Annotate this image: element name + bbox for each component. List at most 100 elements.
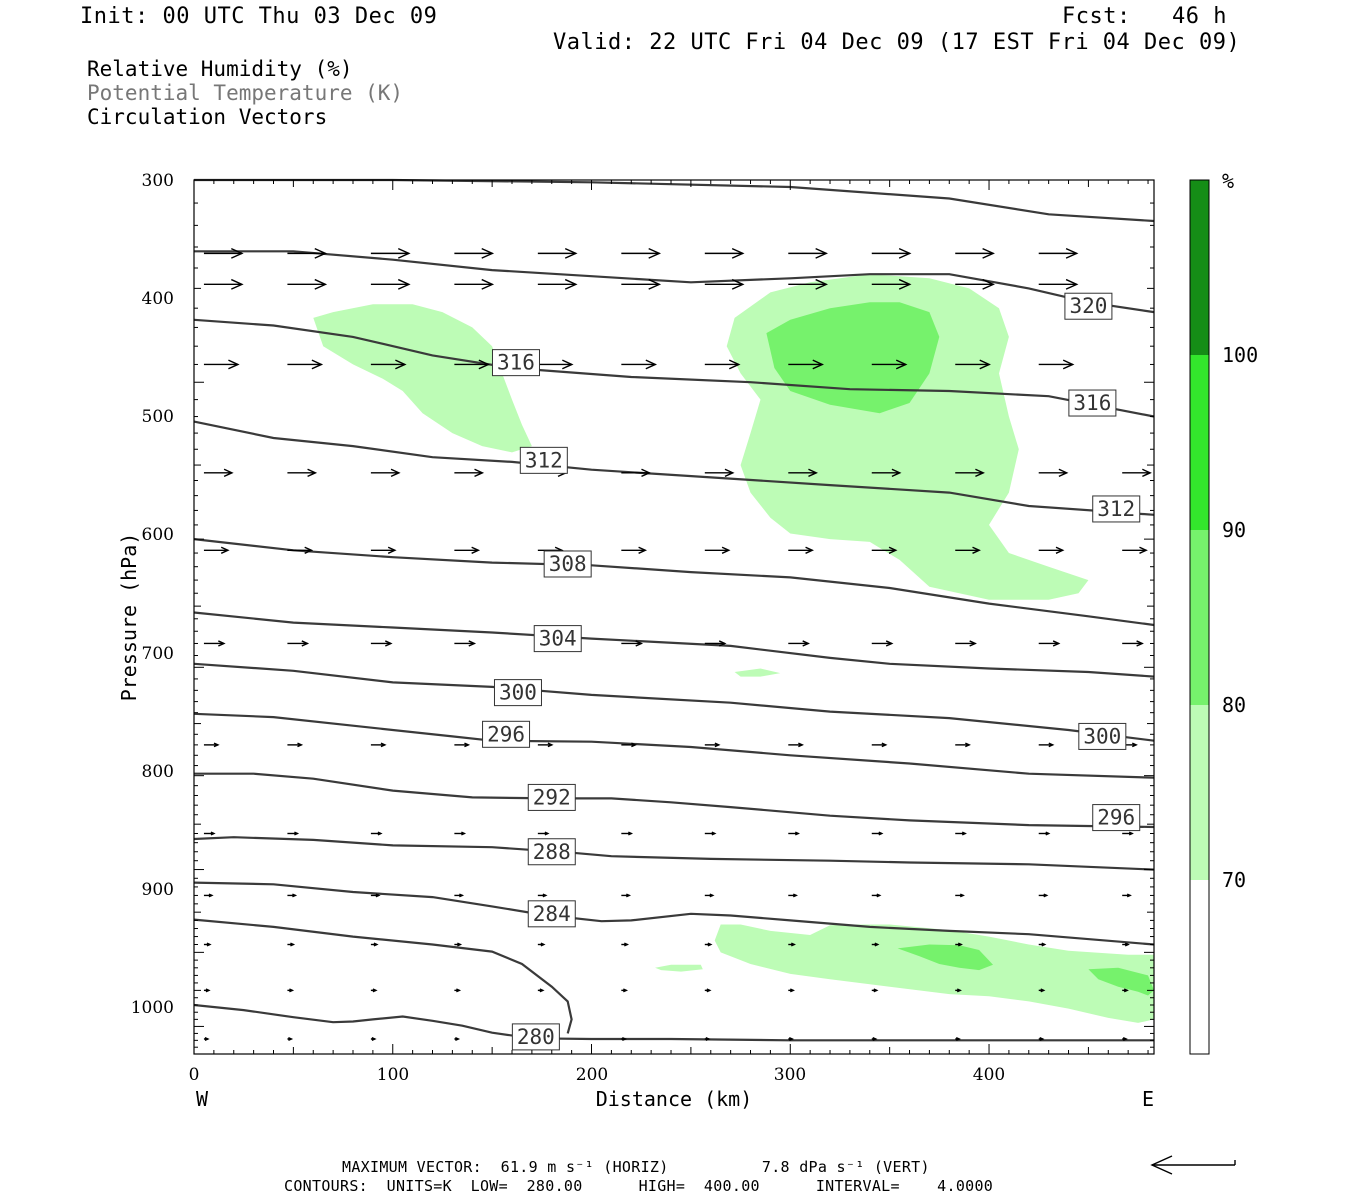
circulation-vector — [203, 468, 234, 477]
svg-text:304: 304 — [539, 627, 577, 651]
svg-text:300: 300 — [1083, 724, 1121, 748]
theta-contour — [193, 918, 573, 1034]
circulation-vector — [203, 247, 244, 259]
plot-frame — [193, 179, 1155, 1055]
circulation-vector — [1122, 893, 1132, 898]
circulation-vector — [370, 468, 401, 477]
svg-text:312: 312 — [1097, 497, 1135, 521]
contour-label: 296 — [1092, 804, 1141, 832]
circulation-vector — [788, 942, 796, 947]
theta-contour — [194, 178, 1155, 223]
circulation-vector — [203, 988, 211, 993]
legend-vectors: Circulation Vectors — [87, 105, 328, 129]
axis-ticks — [193, 179, 1154, 1055]
circulation-vector — [621, 942, 630, 947]
svg-text:296: 296 — [1097, 806, 1135, 830]
circulation-vector — [871, 1036, 878, 1041]
svg-text:300: 300 — [499, 681, 537, 705]
circulation-vector — [788, 640, 810, 647]
circulation-vector — [1038, 893, 1049, 898]
circulation-vector — [788, 468, 818, 477]
circulation-vector — [370, 831, 383, 836]
circulation-vector — [1122, 1036, 1128, 1041]
circulation-vector — [454, 468, 485, 477]
circulation-vector — [537, 278, 578, 290]
circulation-vector — [955, 359, 991, 370]
circulation-vector — [454, 942, 463, 947]
circulation-vector — [1122, 546, 1148, 554]
valid-time: Valid: 22 UTC Fri 04 Dec 09 (17 EST Fri … — [553, 30, 1241, 55]
rh-shading — [313, 274, 1154, 1023]
circulation-vector — [871, 359, 908, 370]
circulation-vector — [871, 942, 880, 947]
circulation-vector — [788, 831, 800, 836]
circulation-vector — [871, 468, 902, 477]
theta-contour — [193, 662, 1155, 742]
svg-text:320: 320 — [1069, 294, 1107, 318]
circulation-vector — [287, 247, 328, 259]
contour-label: 316 — [1068, 389, 1117, 417]
x-tick-label: 0 — [189, 1065, 200, 1085]
x-tick-label: 300 — [774, 1065, 806, 1085]
circulation-vector — [788, 988, 795, 993]
theta-contour — [193, 318, 1155, 418]
circulation-vector — [704, 988, 712, 993]
circulation-vector — [1122, 640, 1144, 647]
circulation-vector — [621, 468, 652, 477]
contour-label: 292 — [527, 783, 576, 811]
circulation-vector — [203, 831, 216, 836]
x-tick-label: 400 — [973, 1065, 1005, 1085]
circulation-vector — [454, 831, 467, 836]
circulation-vectors — [203, 247, 1152, 1041]
contour-label: 316 — [491, 349, 540, 377]
x-tick-label: 100 — [377, 1065, 409, 1085]
y-tick-label: 300 — [142, 171, 174, 191]
circulation-vector — [1122, 468, 1152, 477]
circulation-vector — [704, 742, 721, 748]
circulation-vector — [704, 359, 741, 370]
circulation-vector — [704, 278, 745, 290]
rh-region — [313, 304, 532, 453]
colorbar-level: 90 — [1222, 518, 1246, 542]
rh-region — [714, 924, 1154, 1023]
circulation-vector — [955, 1036, 961, 1041]
rh-region — [897, 944, 993, 971]
circulation-vector — [1038, 1036, 1045, 1041]
contour-label: 296 — [482, 720, 531, 748]
circulation-vector — [287, 640, 310, 647]
colorbar-level: 80 — [1222, 693, 1246, 717]
circulation-vector — [788, 742, 804, 748]
circulation-vector — [1122, 942, 1130, 947]
circulation-vector — [454, 359, 491, 370]
circulation-vector — [287, 546, 314, 554]
circulation-vector — [621, 742, 638, 748]
circulation-vector — [1038, 546, 1065, 554]
circulation-vector — [871, 247, 912, 259]
circulation-vector — [287, 359, 324, 370]
circulation-vector — [955, 546, 981, 554]
svg-text:280: 280 — [517, 1025, 555, 1049]
circulation-vector — [370, 247, 411, 259]
circulation-vector — [1038, 988, 1046, 993]
colorbar-frame — [1189, 179, 1210, 1055]
circulation-vector — [788, 278, 828, 290]
contour-label: 320 — [1064, 292, 1113, 320]
y-tick-label: 500 — [142, 407, 174, 427]
theta-contour — [193, 1003, 1154, 1042]
circulation-vector — [1038, 942, 1047, 947]
east-label: E — [1142, 1087, 1154, 1111]
theta-contour — [194, 250, 1155, 314]
circulation-vector — [621, 359, 658, 370]
circulation-vector — [788, 359, 824, 370]
circulation-vector — [788, 247, 828, 259]
circulation-vector — [1038, 742, 1055, 748]
y-tick-label: 400 — [142, 289, 174, 309]
svg-text:316: 316 — [1073, 391, 1111, 415]
colorbar-100 — [1190, 180, 1209, 355]
circulation-vector — [621, 1036, 628, 1041]
x-tick-label: 200 — [576, 1065, 608, 1085]
legend-theta: Potential Temperature (K) — [87, 81, 404, 105]
circulation-vector — [537, 988, 545, 993]
circulation-vector — [370, 942, 379, 947]
